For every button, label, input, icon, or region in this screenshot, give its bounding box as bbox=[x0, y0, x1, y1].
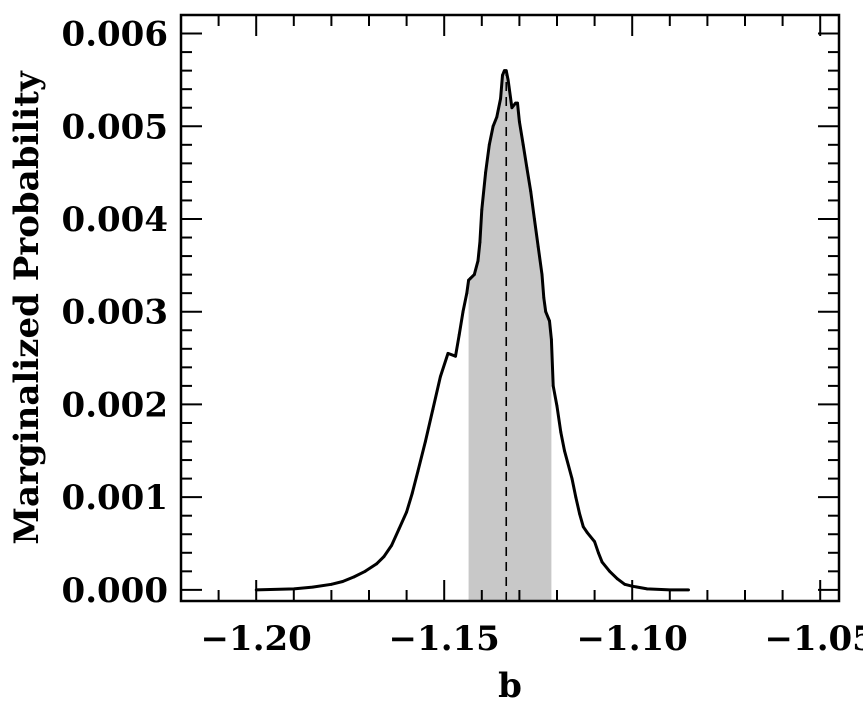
data-point bbox=[476, 259, 480, 263]
data-point bbox=[341, 580, 345, 583]
x-axis-title: b bbox=[498, 666, 522, 706]
data-point bbox=[504, 69, 508, 72]
data-point bbox=[424, 440, 427, 443]
data-point bbox=[570, 477, 574, 480]
data-point bbox=[467, 278, 470, 282]
data-point bbox=[615, 577, 619, 581]
data-point bbox=[506, 78, 510, 82]
data-point bbox=[352, 575, 356, 579]
data-point bbox=[487, 143, 491, 147]
data-point bbox=[465, 291, 469, 295]
plot-frame bbox=[179, 13, 841, 603]
y-tick-label: 0.001 bbox=[62, 478, 168, 518]
data-point bbox=[533, 217, 536, 221]
data-point bbox=[542, 296, 546, 300]
data-point bbox=[555, 404, 559, 408]
data-point bbox=[461, 310, 465, 314]
data-point bbox=[472, 273, 476, 276]
data-point bbox=[578, 512, 581, 516]
x-tick-label: −1.20 bbox=[201, 619, 312, 659]
data-point bbox=[363, 569, 367, 573]
data-point bbox=[563, 449, 566, 453]
data-point bbox=[525, 166, 529, 170]
data-point bbox=[529, 189, 533, 193]
data-point bbox=[551, 384, 555, 388]
data-point bbox=[645, 587, 649, 591]
data-point bbox=[687, 588, 690, 592]
data-point bbox=[330, 582, 333, 586]
data-point bbox=[501, 73, 504, 77]
data-point bbox=[382, 555, 386, 558]
x-tick-label: −1.15 bbox=[389, 619, 500, 659]
axes: −1.20 −1.15 −1.10 −1.05 0.000 0.001 0.002 0.003… bbox=[62, 13, 863, 659]
data-point bbox=[431, 407, 435, 411]
data-point bbox=[480, 208, 484, 212]
data-point bbox=[510, 106, 514, 110]
data-point bbox=[457, 333, 461, 337]
data-point bbox=[375, 562, 378, 566]
data-point bbox=[292, 587, 296, 591]
data-point bbox=[495, 115, 499, 119]
x-tick-label: −1.05 bbox=[765, 619, 863, 659]
data-point bbox=[518, 120, 521, 123]
data-point bbox=[623, 582, 627, 586]
data-point bbox=[416, 469, 420, 473]
x-tick-label: −1.10 bbox=[577, 619, 688, 659]
data-point bbox=[593, 540, 596, 544]
data-point bbox=[439, 375, 442, 378]
data-point bbox=[548, 319, 551, 323]
data-point bbox=[469, 276, 472, 280]
y-tick-label: 0.005 bbox=[62, 107, 168, 147]
data-point bbox=[559, 430, 563, 434]
data-point bbox=[574, 495, 578, 499]
data-point bbox=[454, 354, 457, 358]
y-tick-label: 0.004 bbox=[62, 200, 168, 240]
data-point bbox=[600, 560, 604, 564]
data-point bbox=[478, 240, 482, 244]
shaded-interval bbox=[468, 70, 552, 602]
data-point bbox=[608, 569, 611, 573]
data-point bbox=[521, 143, 525, 147]
data-point bbox=[581, 525, 585, 529]
data-point bbox=[550, 338, 553, 341]
data-point bbox=[516, 101, 519, 105]
y-axis-title: Marginalized Probability bbox=[7, 70, 47, 545]
data-point bbox=[499, 97, 502, 100]
data-point bbox=[397, 527, 401, 531]
data-point bbox=[597, 551, 600, 555]
data-point bbox=[311, 585, 314, 589]
y-tick-label: 0.002 bbox=[62, 385, 168, 425]
plot-area bbox=[254, 69, 690, 602]
data-point bbox=[410, 492, 414, 495]
data-point bbox=[536, 245, 540, 249]
y-tick-label: 0.006 bbox=[62, 15, 168, 55]
data-point bbox=[405, 510, 408, 514]
data-point bbox=[484, 171, 487, 175]
data-point bbox=[540, 273, 544, 276]
data-point bbox=[585, 531, 589, 534]
data-point bbox=[544, 310, 548, 314]
data-point bbox=[491, 124, 495, 128]
y-tick-label: 0.003 bbox=[62, 293, 168, 333]
data-point bbox=[446, 352, 450, 355]
y-tick-label: 0.000 bbox=[62, 571, 168, 611]
data-point bbox=[390, 544, 393, 547]
